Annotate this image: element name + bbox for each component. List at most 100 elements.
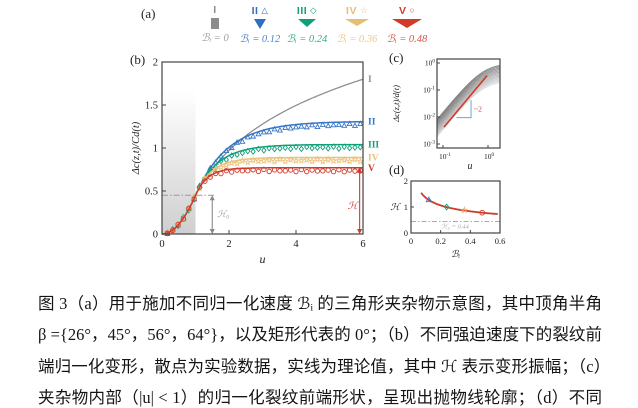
triangle-marker	[250, 132, 257, 139]
diamond-marker	[271, 145, 278, 153]
circle-marker	[282, 168, 288, 174]
circle-marker	[223, 167, 229, 174]
circle-marker	[325, 167, 331, 173]
x-tick-label: 4	[293, 239, 299, 250]
legend: I ℬᵢ = 0 II △ ℬᵢ = 0.12 III ◇ ℬᵢ = 0.24 IV ☆ ℬᵢ…	[0, 0, 638, 50]
triangle-marker	[244, 133, 251, 140]
x-tick-label: 0.4	[465, 236, 476, 246]
x-tick-label: 100	[484, 152, 495, 161]
star-marker	[270, 157, 279, 165]
circle-marker	[180, 216, 187, 222]
data-point-diamond	[443, 203, 450, 211]
star-marker	[345, 157, 354, 165]
panel-b-label: (b)	[130, 52, 145, 67]
triangle-marker	[228, 144, 235, 151]
panel-c-label: (c)	[389, 50, 403, 65]
legend-bi-value: ℬᵢ = 0.48	[386, 34, 428, 45]
triangle-marker	[276, 126, 284, 133]
diamond-marker	[245, 147, 251, 155]
y-axis-label: Δc(z,t)/d(t)	[391, 85, 401, 123]
legend-label: III ◇	[296, 5, 318, 17]
circle-marker	[234, 167, 240, 173]
inclusion-shaded-region	[162, 90, 196, 234]
star-marker	[281, 157, 290, 165]
circle-marker	[287, 167, 294, 173]
x-tick-label: 0	[159, 239, 164, 250]
triangle-marker	[223, 147, 230, 153]
triangle-marker	[239, 138, 246, 144]
star-marker	[297, 156, 306, 164]
y-tick-label: 2	[404, 176, 408, 186]
x-tick-label: 0.2	[435, 236, 446, 246]
x-tick-label: 0.6	[495, 236, 506, 246]
circle-marker	[271, 167, 278, 173]
triangle-marker	[255, 130, 262, 137]
inclusion-shape-III	[277, 19, 337, 32]
legend-label: I	[213, 4, 217, 16]
triangle-marker	[308, 121, 316, 128]
star-marker	[335, 156, 343, 164]
triangle-marker	[217, 152, 225, 159]
star-marker	[324, 155, 332, 163]
triangle-marker	[325, 122, 332, 129]
star-marker	[313, 155, 322, 163]
panel-a-label: (a)	[141, 6, 156, 21]
figure-caption: 图 3（a）用于施加不同归一化速度 ℬᵢ 的三角形夹杂物示意图，其中顶角半角 β…	[38, 293, 602, 408]
circle-marker	[170, 227, 176, 234]
h0-arrow-head	[209, 195, 215, 201]
inclusion-shape-V	[377, 19, 437, 32]
star-marker	[286, 155, 295, 163]
circle-marker	[196, 184, 203, 190]
y-tick-label: 2	[153, 58, 158, 69]
legend-item-III: III ◇ ℬᵢ = 0.24	[277, 4, 337, 45]
rectangle-inclusion-icon	[211, 18, 219, 29]
triangle-marker	[330, 121, 337, 128]
star-marker	[340, 155, 349, 164]
circle-marker	[239, 168, 246, 174]
diamond-marker	[277, 145, 283, 152]
star-marker	[249, 156, 257, 164]
triangle-marker	[233, 139, 241, 145]
triangle-marker	[287, 124, 294, 131]
curve-label-I: I	[368, 75, 372, 85]
circle-marker	[346, 167, 353, 173]
amplitude-label: ℋ	[348, 201, 360, 212]
triangle-marker-icon: △	[258, 5, 269, 15]
star-marker	[292, 156, 300, 164]
circle-marker	[218, 170, 224, 177]
circle-marker	[266, 168, 272, 175]
diamond-marker	[287, 145, 294, 153]
star-marker	[227, 159, 236, 167]
x-tick-label: 10-1	[439, 152, 451, 161]
curve-label-III: III	[368, 141, 379, 151]
star-marker	[319, 157, 327, 165]
y-tick-label: 1	[153, 144, 158, 155]
y-tick-label: 1	[404, 202, 408, 212]
y-axis-label: Δc(z,t)/Cd(t)	[131, 121, 142, 175]
star-marker	[211, 165, 220, 173]
diamond-marker	[309, 144, 315, 152]
inclusion-shape-II	[230, 19, 290, 32]
h0-amplitude-label: ℋ₀	[217, 209, 229, 219]
gray-curve-bundle	[437, 64, 500, 137]
power-law-fit-line	[443, 75, 488, 128]
circle-marker	[250, 167, 256, 173]
circle-marker	[304, 168, 310, 175]
legend-item-IV: IV ☆ ℬᵢ = 0.36	[327, 4, 387, 45]
y-tick-label: 10-3	[423, 140, 435, 149]
circle-marker	[293, 168, 299, 175]
inclusion-shape-IV	[327, 19, 387, 32]
circle-marker	[314, 168, 321, 174]
y-tick-label: 0	[153, 230, 158, 241]
amplitude-arrow-head	[357, 167, 363, 173]
data-point-triangle	[425, 196, 433, 203]
x-axis-label: u	[468, 161, 473, 172]
triangle-marker	[335, 121, 342, 127]
circle-marker	[175, 221, 181, 227]
diamond-marker	[261, 147, 267, 154]
legend-item-II: II △ ℬᵢ = 0.12	[230, 4, 290, 45]
circle-marker	[229, 169, 235, 175]
legend-label: II △	[251, 5, 269, 17]
curve-label-V: V	[368, 164, 375, 174]
circle-marker	[309, 167, 315, 173]
